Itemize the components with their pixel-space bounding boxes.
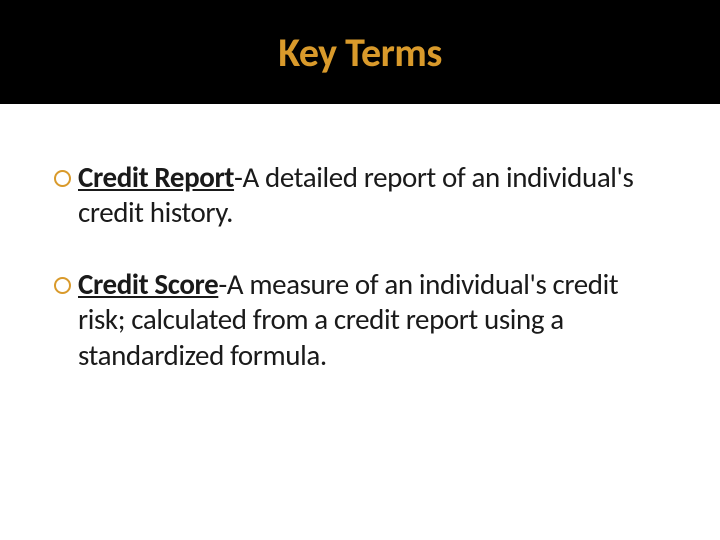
- list-item: Credit Score-A measure of an individual'…: [54, 267, 666, 373]
- list-item: Credit Report-A detailed report of an in…: [54, 160, 666, 231]
- term-label: Credit Report: [78, 159, 234, 195]
- list-item-text: Credit Score-A measure of an individual'…: [78, 267, 666, 373]
- bullet-ring-icon: [54, 170, 71, 187]
- content-area: Credit Report-A detailed report of an in…: [0, 104, 720, 373]
- title-band: Key Terms: [0, 0, 720, 104]
- slide-title: Key Terms: [278, 28, 442, 77]
- list-item-text: Credit Report-A detailed report of an in…: [78, 160, 666, 231]
- bullet-ring-icon: [54, 277, 71, 294]
- term-label: Credit Score: [78, 266, 218, 302]
